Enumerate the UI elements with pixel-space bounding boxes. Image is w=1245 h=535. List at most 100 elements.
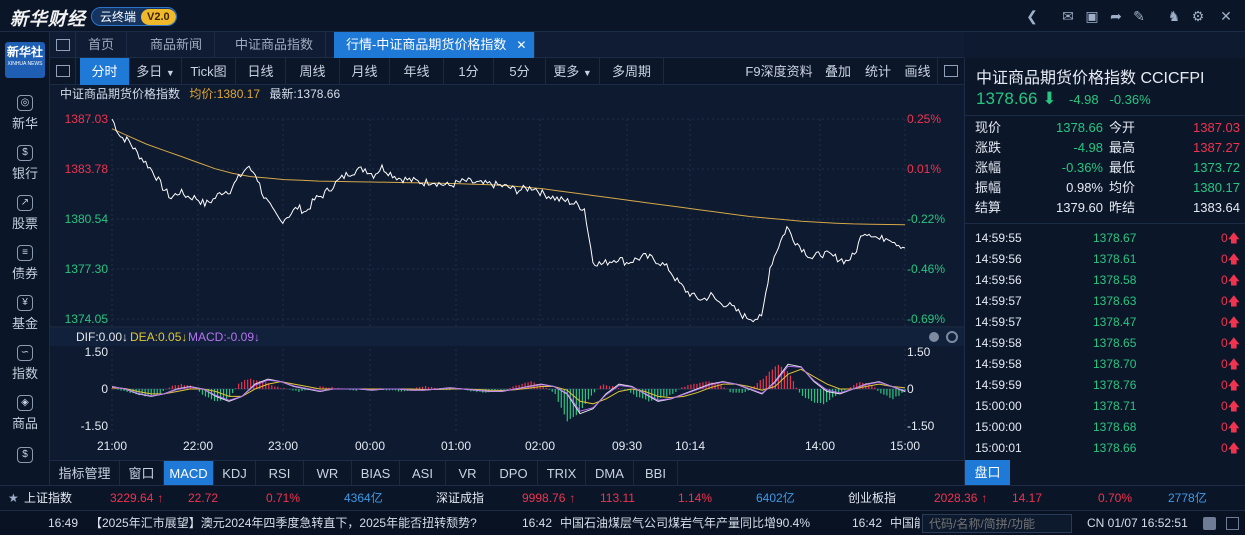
tab-csi-commodity-index[interactable]: 中证商品指数 [223, 32, 327, 58]
indicator-0[interactable]: 指标管理 [50, 461, 120, 486]
tick-row: 15:00:01 1378.66 0🡅 [975, 438, 1240, 459]
period-yearly[interactable]: 年线 [390, 58, 444, 85]
period-more[interactable]: 更多 ▼ [546, 58, 600, 85]
index-value-number: 9998.76 [522, 491, 566, 505]
mail-icon[interactable]: ✉ [1062, 8, 1074, 24]
quote-label: 均价 [1109, 180, 1136, 195]
quote-value: -4.98 [1073, 140, 1103, 155]
close-icon[interactable]: ✕ [1220, 8, 1232, 24]
tab-close-icon[interactable]: ✕ [516, 38, 527, 52]
tick-price: 1378.68 [1093, 420, 1137, 434]
index-name[interactable]: 上证指数 [24, 491, 73, 505]
nav-item-commodity[interactable]: ◈ 商品 [0, 390, 50, 436]
overlay-button[interactable]: 叠加 [824, 64, 851, 79]
back-icon[interactable]: ❮ [1026, 8, 1038, 24]
indicator-3[interactable]: KDJ [214, 461, 256, 486]
indicator-6[interactable]: BIAS [352, 461, 400, 486]
sidebar-toggle-icon[interactable] [50, 32, 76, 58]
news-headline[interactable]: 【2025年汇市展望】澳元2024年四季度急转直下，2025年能否扭转颓势? [90, 516, 477, 530]
gear-icon[interactable]: ⚙ [1191, 8, 1205, 24]
nav-item-fund[interactable]: ¥ 基金 [0, 290, 50, 336]
quote-row: 结算 1379.60 昨结 1383.64 [975, 198, 1240, 218]
news-headline[interactable]: 中国能 [890, 516, 920, 530]
period-multi[interactable]: 多周期 [600, 58, 664, 85]
time-tick-label: 02:00 [525, 439, 555, 453]
xinhua-logo[interactable]: 新华社 XINHUA NEWS [5, 42, 45, 78]
intraday-chart[interactable]: 1387.03 1383.78 1380.54 1377.30 1374.05 0.25%… [50, 104, 964, 460]
search-input[interactable] [922, 514, 1072, 533]
tick-row: 15:00:00 1378.68 0🡅 [975, 417, 1240, 438]
indicator-10[interactable]: TRIX [538, 461, 586, 486]
tick-time: 14:59:59 [975, 378, 1022, 392]
skin-icon[interactable]: ♞ [1167, 8, 1181, 24]
indicator-1[interactable]: 窗口 [120, 461, 164, 486]
share-icon[interactable]: ➦ [1110, 8, 1122, 24]
tab-quote[interactable]: 行情-中证商品期货价格指数 ✕ [334, 32, 536, 58]
quote-value: 1379.60 [1056, 200, 1103, 215]
period-daily[interactable]: 日线 [236, 58, 286, 85]
period-1min[interactable]: 1分 [444, 58, 494, 85]
download-icon[interactable] [1203, 517, 1216, 530]
pankou-tab[interactable]: 盘口 [965, 460, 1010, 485]
nav-item-stock[interactable]: ↗ 股票 [0, 190, 50, 236]
indicator-9[interactable]: DPO [490, 461, 538, 486]
tab-bar: 首页 商品新闻 中证商品指数 行情-中证商品期货价格指数 ✕ [50, 32, 964, 58]
news-headline[interactable]: 中国石油煤层气公司煤岩气年产量同比增90.4% [560, 516, 811, 530]
nav-item-index[interactable]: ∽ 指数 [0, 340, 50, 386]
statistics-button[interactable]: 统计 [864, 64, 891, 79]
nav-label: 基金 [11, 316, 38, 331]
quote-label: 涨跌 [975, 140, 1002, 155]
window-icon[interactable] [1226, 517, 1239, 530]
pin-icon[interactable]: ★ [8, 491, 19, 505]
indicator-7[interactable]: ASI [400, 461, 446, 486]
nav-item-forex[interactable]: $ [0, 442, 50, 466]
time-tick-label: 21:00 [97, 439, 127, 453]
quote-title: 中证商品期货价格指数 CCICFPI [976, 70, 1205, 87]
bank-icon: $ [17, 145, 33, 161]
expand-panel-icon[interactable] [938, 58, 964, 85]
tick-volume: 0🡅 [1221, 333, 1240, 354]
period-intraday[interactable]: 分时 [80, 58, 130, 85]
nav-label: 指数 [11, 366, 38, 381]
tick-volume-value: 0 [1220, 441, 1228, 455]
app-name-badge[interactable]: 云终端 V2.0 [91, 7, 177, 26]
up-arrow-icon: 🡅 [1227, 252, 1240, 266]
indicator-11[interactable]: DMA [586, 461, 634, 486]
tab-home[interactable]: 首页 [76, 32, 128, 58]
indicator-12[interactable]: BBI [634, 461, 678, 486]
period-multiday[interactable]: 多日 ▼ [130, 58, 182, 85]
index-name[interactable]: 深证成指 [436, 491, 485, 505]
index-value: 9998.76 ↑ [522, 486, 575, 511]
left-nav: 新华社 XINHUA NEWS ◎ 新华 $ 银行 ↗ 股票 ≡ 债券 ¥ 基金 ∽ 指数 … [0, 32, 50, 512]
news-time: 16:42 [522, 516, 553, 530]
period-monthly[interactable]: 月线 [340, 58, 390, 85]
macd-tick-label-right: 0 [907, 382, 914, 396]
indicator-8[interactable]: VR [446, 461, 490, 486]
index-name[interactable]: 创业板指 [848, 491, 897, 505]
tick-volume-value: 0 [1220, 294, 1228, 308]
edit-icon[interactable]: ✎ [1133, 8, 1145, 24]
time-tick-label: 22:00 [183, 439, 213, 453]
draw-line-button[interactable]: 画线 [898, 58, 938, 85]
index-value-number: 2028.36 [934, 491, 978, 505]
period-tick[interactable]: Tick图 [182, 58, 236, 85]
indicator-4[interactable]: RSI [256, 461, 304, 486]
tick-volume: 0🡅 [1221, 396, 1240, 417]
panel-toggle-icon[interactable] [50, 58, 76, 85]
indicator-5[interactable]: WR [304, 461, 352, 486]
nav-label: 商品 [11, 416, 38, 431]
pct-tick-label: 0.01% [907, 162, 941, 176]
indicator-2[interactable]: MACD [164, 461, 214, 486]
tab-commodity-news[interactable]: 商品新闻 [138, 32, 216, 58]
up-arrow-icon: 🡅 [1227, 378, 1240, 392]
dea-line [111, 368, 906, 405]
period-more-label: 更多 [553, 64, 580, 79]
chat-icon[interactable]: ▣ [1085, 8, 1099, 24]
nav-label: 银行 [11, 166, 38, 181]
period-weekly[interactable]: 周线 [286, 58, 340, 85]
nav-item-xinhua[interactable]: ◎ 新华 [0, 90, 50, 136]
nav-item-bank[interactable]: $ 银行 [0, 140, 50, 186]
nav-item-bond[interactable]: ≡ 债券 [0, 240, 50, 286]
f9-deep-data-button[interactable]: F9深度资料 [745, 64, 813, 79]
period-5min[interactable]: 5分 [494, 58, 546, 85]
